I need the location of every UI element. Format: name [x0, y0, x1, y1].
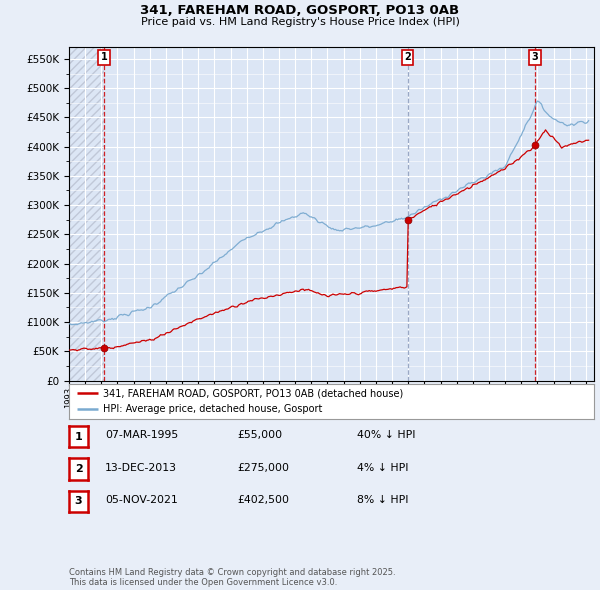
Text: £275,000: £275,000 — [237, 463, 289, 473]
Text: 341, FAREHAM ROAD, GOSPORT, PO13 0AB: 341, FAREHAM ROAD, GOSPORT, PO13 0AB — [140, 4, 460, 17]
Text: 1: 1 — [101, 52, 107, 62]
Text: 2: 2 — [75, 464, 82, 474]
Text: 07-MAR-1995: 07-MAR-1995 — [105, 431, 178, 440]
Text: 4% ↓ HPI: 4% ↓ HPI — [357, 463, 409, 473]
Text: 2: 2 — [404, 52, 411, 62]
Text: Price paid vs. HM Land Registry's House Price Index (HPI): Price paid vs. HM Land Registry's House … — [140, 17, 460, 27]
Text: HPI: Average price, detached house, Gosport: HPI: Average price, detached house, Gosp… — [103, 404, 323, 414]
Text: 13-DEC-2013: 13-DEC-2013 — [105, 463, 177, 473]
Text: 40% ↓ HPI: 40% ↓ HPI — [357, 431, 415, 440]
Text: 1: 1 — [75, 432, 82, 441]
Text: 3: 3 — [75, 497, 82, 506]
Text: £402,500: £402,500 — [237, 496, 289, 505]
Text: 3: 3 — [532, 52, 538, 62]
Text: 8% ↓ HPI: 8% ↓ HPI — [357, 496, 409, 505]
Text: 341, FAREHAM ROAD, GOSPORT, PO13 0AB (detached house): 341, FAREHAM ROAD, GOSPORT, PO13 0AB (de… — [103, 388, 403, 398]
Text: Contains HM Land Registry data © Crown copyright and database right 2025.
This d: Contains HM Land Registry data © Crown c… — [69, 568, 395, 587]
Text: 05-NOV-2021: 05-NOV-2021 — [105, 496, 178, 505]
Text: £55,000: £55,000 — [237, 431, 282, 440]
